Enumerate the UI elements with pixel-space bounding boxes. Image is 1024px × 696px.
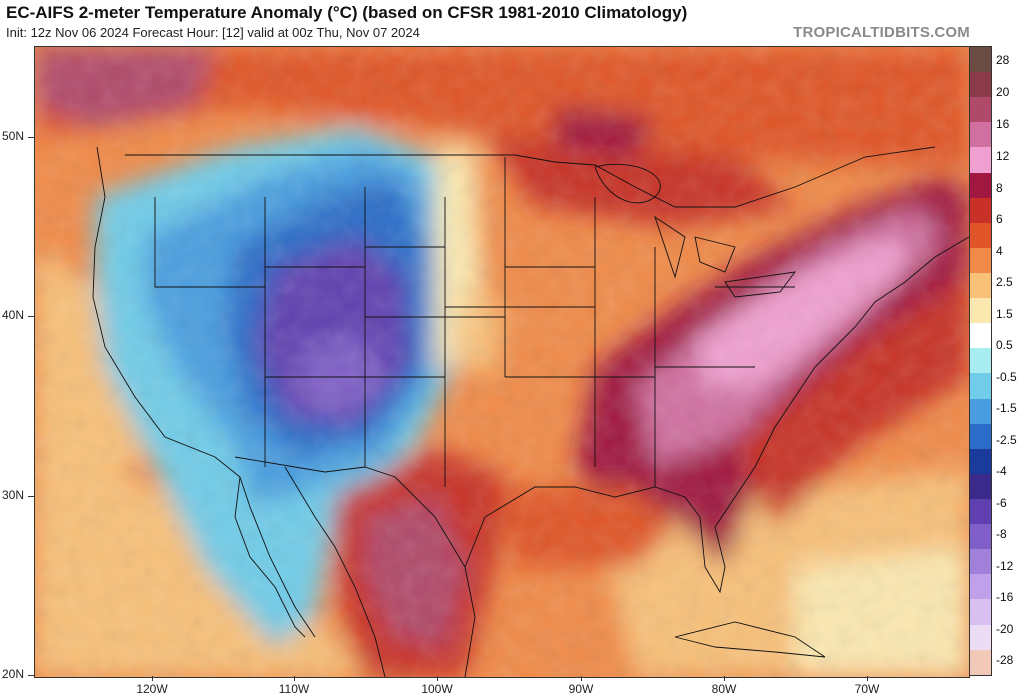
lat-tick xyxy=(28,675,34,676)
colorbar-label: 12 xyxy=(996,149,1010,163)
colorbar-swatch xyxy=(970,373,991,399)
colorbar-label: -1.5 xyxy=(996,401,1017,415)
lat-label-30n: 30N xyxy=(2,488,25,502)
anomaly-map xyxy=(34,46,970,678)
lon-tick xyxy=(152,676,153,681)
lon-tick xyxy=(867,676,868,681)
lon-label-90w: 90W xyxy=(568,682,594,696)
colorbar-label: 16 xyxy=(996,117,1010,131)
colorbar-label: 4 xyxy=(996,244,1003,258)
colorbar-swatch xyxy=(970,272,991,299)
colorbar-swatch xyxy=(970,599,991,625)
colorbar-label: -8 xyxy=(996,527,1007,541)
colorbar-swatch xyxy=(970,574,991,600)
colorbar-swatch xyxy=(970,172,991,198)
colorbar-label: 20 xyxy=(996,85,1010,99)
colorbar-label: -16 xyxy=(996,590,1014,604)
colorbar-swatch xyxy=(970,323,991,349)
lat-tick xyxy=(28,316,34,317)
colorbar-swatch xyxy=(970,147,991,173)
lon-label-120w: 120W xyxy=(136,682,168,696)
lat-label-20n: 20N xyxy=(2,667,25,681)
colorbar-swatch xyxy=(970,498,991,525)
colorbar-label: -2.5 xyxy=(996,433,1017,447)
lon-tick xyxy=(581,676,582,681)
lon-tick xyxy=(724,676,725,681)
colorbar-label: 8 xyxy=(996,181,1003,195)
colorbar-label: 28 xyxy=(996,53,1010,67)
map-subtitle: Init: 12z Nov 06 2024 Forecast Hour: [12… xyxy=(6,25,420,40)
colorbar-label: 0.5 xyxy=(996,338,1013,352)
colorbar-label: -28 xyxy=(996,653,1014,667)
lon-label-70w: 70W xyxy=(854,682,880,696)
colorbar-label: 6 xyxy=(996,212,1003,226)
colorbar-swatch xyxy=(970,97,991,123)
colorbar-swatch xyxy=(970,524,991,550)
colorbar-swatch xyxy=(970,649,991,675)
colorbar-swatch xyxy=(970,624,991,650)
colorbar-swatch xyxy=(970,72,991,98)
colorbar-swatch xyxy=(970,549,991,575)
colorbar-swatch xyxy=(970,423,991,449)
colorbar-swatch xyxy=(970,122,991,148)
colorbar-label: -20 xyxy=(996,622,1014,636)
map-title: EC-AIFS 2-meter Temperature Anomaly (°C)… xyxy=(6,3,688,22)
colorbar-label: 1.5 xyxy=(996,307,1013,321)
colorbar-label: -6 xyxy=(996,496,1007,510)
colorbar-swatch xyxy=(970,348,991,374)
colorbar-swatch xyxy=(970,47,991,73)
colorbar-swatch xyxy=(970,448,991,474)
colorbar-label: 2.5 xyxy=(996,275,1013,289)
colorbar-swatch xyxy=(970,473,991,499)
source-credit: TROPICALTIDBITS.COM xyxy=(793,24,970,41)
lon-tick xyxy=(437,676,438,681)
colorbar xyxy=(969,46,992,676)
lon-label-110w: 110W xyxy=(278,682,310,696)
lon-label-100w: 100W xyxy=(421,682,453,696)
colorbar-swatch xyxy=(970,247,991,273)
colorbar-swatch xyxy=(970,298,991,324)
colorbar-swatch xyxy=(970,197,991,223)
colorbar-swatch xyxy=(970,398,991,424)
lon-label-80w: 80W xyxy=(711,682,737,696)
lon-tick xyxy=(294,676,295,681)
lat-label-40n: 40N xyxy=(2,308,25,322)
lat-tick xyxy=(28,496,34,497)
colorbar-label: -0.5 xyxy=(996,370,1017,384)
lat-tick xyxy=(28,137,34,138)
colorbar-swatch xyxy=(970,222,991,248)
lat-label-50n: 50N xyxy=(2,129,25,143)
colorbar-label: -12 xyxy=(996,559,1014,573)
colorbar-label: -4 xyxy=(996,464,1007,478)
map-canvas xyxy=(35,47,969,677)
